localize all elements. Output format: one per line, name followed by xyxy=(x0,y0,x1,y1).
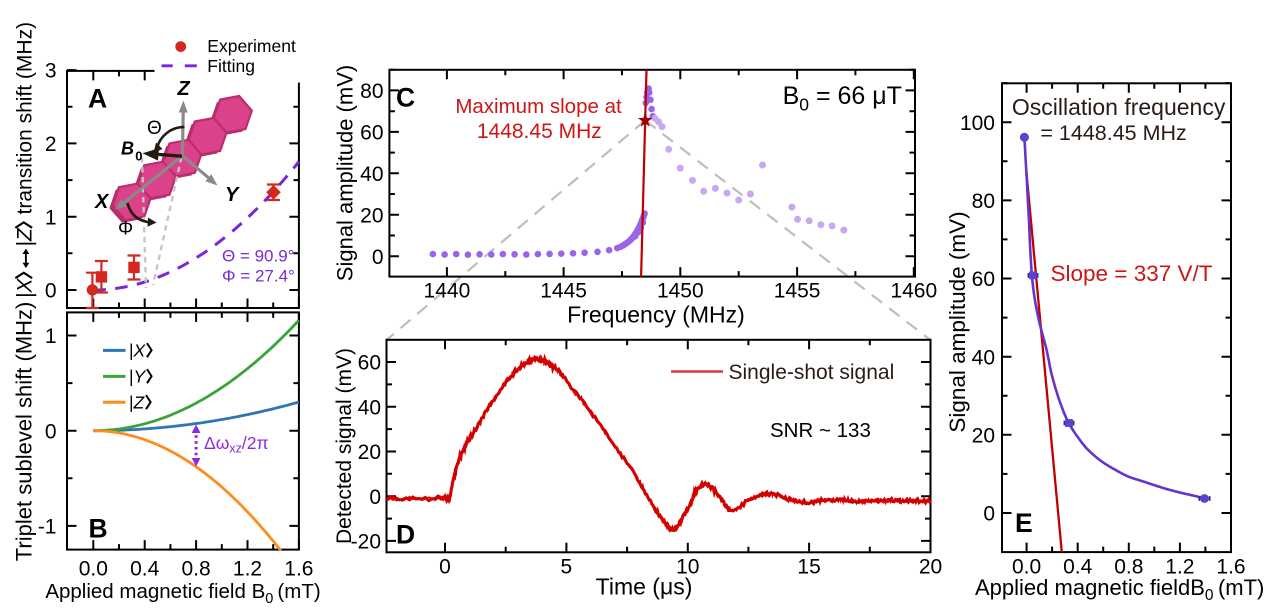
svg-text:40: 40 xyxy=(972,346,995,369)
svg-text:20: 20 xyxy=(358,441,381,464)
svg-text:0.4: 0.4 xyxy=(1063,556,1093,579)
svg-text:Oscillation frequency: Oscillation frequency xyxy=(1012,94,1226,120)
svg-text:E: E xyxy=(1015,508,1033,538)
svg-text:60: 60 xyxy=(972,268,995,291)
svg-text:0: 0 xyxy=(372,246,384,269)
svg-text:80: 80 xyxy=(360,80,383,103)
svg-text:0: 0 xyxy=(983,503,995,526)
svg-text:80: 80 xyxy=(972,190,995,213)
svg-text:15: 15 xyxy=(797,556,820,579)
svg-text:1.6: 1.6 xyxy=(284,558,313,581)
svg-text:Single-shot signal: Single-shot signal xyxy=(729,361,895,384)
svg-text:-1: -1 xyxy=(38,516,57,539)
svg-text:1: 1 xyxy=(45,325,57,348)
svg-text:Z: Z xyxy=(177,78,191,100)
svg-text:|Y: |Y xyxy=(129,367,147,387)
svg-text:1460: 1460 xyxy=(890,280,937,303)
svg-text:0: 0 xyxy=(135,149,142,164)
svg-text:|Z: |Z xyxy=(129,393,146,413)
svg-text:10: 10 xyxy=(676,556,699,579)
svg-text:2: 2 xyxy=(45,133,57,156)
svg-text:0: 0 xyxy=(439,556,451,579)
svg-text:1.2: 1.2 xyxy=(233,558,262,581)
svg-text:A: A xyxy=(88,84,107,114)
svg-text:Signal amplitude (mV): Signal amplitude (mV) xyxy=(945,211,970,432)
svg-text:X: X xyxy=(94,191,110,213)
svg-text:1450: 1450 xyxy=(657,280,704,303)
svg-text:1.6: 1.6 xyxy=(1216,556,1245,579)
svg-text:-20: -20 xyxy=(351,531,381,554)
svg-text:transition shift (MHz): transition shift (MHz) xyxy=(14,22,37,220)
svg-text:0: 0 xyxy=(369,486,381,509)
svg-text:Slope = 337 V/T: Slope = 337 V/T xyxy=(1051,261,1213,286)
svg-text:B: B xyxy=(89,514,108,544)
svg-text:40: 40 xyxy=(358,396,381,419)
svg-text:1.2: 1.2 xyxy=(1165,556,1194,579)
svg-text:1440: 1440 xyxy=(424,280,471,303)
svg-text:0.0: 0.0 xyxy=(79,558,108,581)
svg-text:|X: |X xyxy=(14,278,37,298)
svg-text:5: 5 xyxy=(561,556,573,579)
svg-text:Experiment: Experiment xyxy=(207,36,296,56)
svg-text:Applied magnetic field B0 (mT): Applied magnetic field B0 (mT) xyxy=(45,580,320,607)
svg-text:B: B xyxy=(121,139,134,159)
svg-text:0.0: 0.0 xyxy=(1012,556,1041,579)
svg-text:Frequency (MHz): Frequency (MHz) xyxy=(567,301,745,327)
svg-text:1445: 1445 xyxy=(540,280,587,303)
svg-text:Applied magnetic fieldB0 (mT): Applied magnetic fieldB0 (mT) xyxy=(975,575,1264,604)
svg-text:20: 20 xyxy=(972,424,995,447)
svg-text:100: 100 xyxy=(960,112,995,135)
svg-text:Θ: Θ xyxy=(147,118,162,139)
svg-text:Θ = 90.9°: Θ = 90.9° xyxy=(222,247,294,266)
svg-text:40: 40 xyxy=(360,163,383,186)
svg-text:Detected signal (mV): Detected signal (mV) xyxy=(333,348,356,544)
svg-text:60: 60 xyxy=(360,122,383,145)
svg-text:Fitting: Fitting xyxy=(207,56,255,76)
svg-text:20: 20 xyxy=(919,556,942,579)
svg-text:1: 1 xyxy=(45,206,57,229)
svg-text:Time (μs): Time (μs) xyxy=(596,574,693,600)
svg-text:Φ = 27.4°: Φ = 27.4° xyxy=(222,267,295,286)
svg-text:|Z: |Z xyxy=(14,227,37,246)
svg-text:20: 20 xyxy=(360,204,383,227)
svg-text:0: 0 xyxy=(45,280,57,303)
svg-text:60: 60 xyxy=(358,352,381,375)
svg-text:Φ: Φ xyxy=(118,219,133,240)
svg-text:3: 3 xyxy=(45,60,57,83)
svg-text:Signal amplitude (mV): Signal amplitude (mV) xyxy=(333,65,358,281)
svg-text:|X: |X xyxy=(129,341,147,361)
svg-text:0: 0 xyxy=(45,420,57,443)
svg-text:= 1448.45 MHz: = 1448.45 MHz xyxy=(1040,121,1186,145)
svg-text:1448.45 MHz: 1448.45 MHz xyxy=(477,120,602,143)
svg-text:Triplet sublevel shift (MHz): Triplet sublevel shift (MHz) xyxy=(12,302,37,562)
svg-text:0.8: 0.8 xyxy=(1114,556,1143,579)
svg-text:1455: 1455 xyxy=(774,280,821,303)
svg-text:SNR ~ 133: SNR ~ 133 xyxy=(770,419,871,442)
svg-text:Y: Y xyxy=(225,184,240,206)
svg-text:0.8: 0.8 xyxy=(181,558,210,581)
svg-text:0.4: 0.4 xyxy=(130,558,160,581)
svg-text:C: C xyxy=(396,83,415,113)
svg-text:D: D xyxy=(396,520,415,550)
svg-text:Maximum slope at: Maximum slope at xyxy=(455,95,622,118)
svg-text:Δωxz/2π: Δωxz/2π xyxy=(204,433,269,456)
